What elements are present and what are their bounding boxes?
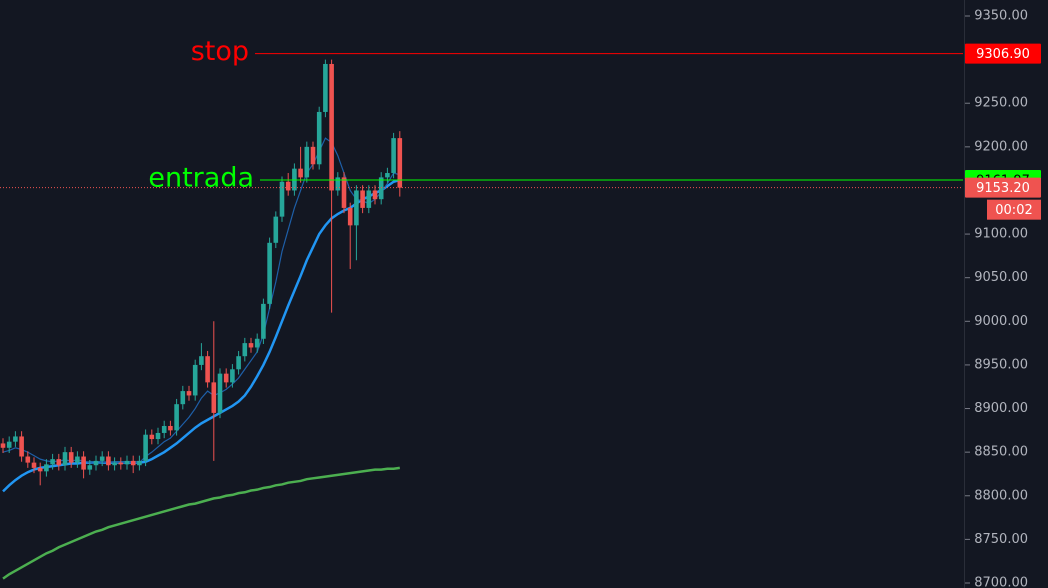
y-tick-label: 9000.00 bbox=[974, 314, 1028, 329]
candle-body bbox=[298, 168, 303, 178]
candle-body bbox=[99, 456, 105, 461]
candle-body bbox=[180, 391, 186, 405]
y-tick-label: 9250.00 bbox=[974, 96, 1028, 111]
y-tick-label: 8950.00 bbox=[974, 357, 1028, 372]
price-label-box bbox=[965, 177, 1041, 198]
candle-body bbox=[248, 343, 254, 348]
candle-body bbox=[50, 459, 55, 465]
candle-body bbox=[329, 63, 334, 191]
y-tick-label: 8750.00 bbox=[974, 532, 1028, 547]
price-label-box bbox=[965, 43, 1041, 64]
candle-body bbox=[230, 369, 235, 383]
candle-body bbox=[199, 356, 204, 365]
candle-body bbox=[391, 138, 396, 174]
candle-body bbox=[37, 467, 43, 472]
candle-body bbox=[75, 456, 80, 463]
y-tick-label: 8850.00 bbox=[974, 445, 1028, 460]
candle-body bbox=[360, 190, 365, 208]
candle-body bbox=[378, 177, 384, 200]
candle-body bbox=[155, 432, 161, 440]
candle-body bbox=[87, 465, 93, 470]
candle-body bbox=[285, 181, 291, 191]
y-tick-label: 9050.00 bbox=[974, 270, 1028, 285]
price-label: 9306.90 bbox=[976, 47, 1030, 62]
moving-average bbox=[2, 178, 401, 493]
annotation: stop bbox=[191, 36, 249, 67]
candle-body bbox=[174, 404, 179, 431]
candle-body bbox=[62, 452, 68, 466]
candle-body bbox=[186, 391, 192, 396]
candle-body bbox=[254, 338, 260, 348]
candle-body bbox=[31, 462, 37, 468]
candle-body bbox=[106, 456, 111, 466]
candle-body bbox=[385, 173, 390, 178]
moving-average bbox=[2, 466, 400, 580]
candle-body bbox=[211, 382, 217, 413]
candle-body bbox=[112, 462, 117, 466]
candle-body bbox=[335, 177, 341, 191]
candle-body bbox=[0, 443, 6, 448]
y-tick-label: 9350.00 bbox=[974, 9, 1028, 24]
y-tick-label: 9200.00 bbox=[974, 139, 1028, 154]
candle-body bbox=[93, 460, 99, 466]
candle-body bbox=[372, 190, 378, 200]
price-label: 9153.20 bbox=[976, 181, 1030, 196]
y-tick-label: 8700.00 bbox=[974, 576, 1028, 588]
candle-body bbox=[205, 356, 210, 383]
candle-body bbox=[236, 356, 241, 370]
candle-body bbox=[168, 425, 173, 431]
candle-body bbox=[223, 373, 229, 383]
candle-body bbox=[56, 459, 62, 466]
candle-body bbox=[261, 303, 266, 339]
countdown: 00:02 bbox=[995, 203, 1032, 218]
candle-body bbox=[25, 456, 31, 463]
candle-body bbox=[310, 146, 316, 165]
candle-body bbox=[124, 460, 130, 465]
candle-body bbox=[44, 464, 49, 472]
candle-body bbox=[68, 452, 74, 463]
candle-body bbox=[273, 216, 279, 243]
candle-body bbox=[347, 207, 353, 226]
candle-body bbox=[118, 462, 124, 465]
y-tick-label: 8800.00 bbox=[974, 488, 1028, 503]
y-tick-label: 8900.00 bbox=[974, 401, 1028, 416]
candle-body bbox=[397, 138, 403, 188]
candle-body bbox=[304, 146, 310, 178]
candle-body bbox=[217, 373, 223, 413]
candle-body bbox=[19, 436, 24, 457]
candle-body bbox=[341, 177, 347, 208]
candle-body bbox=[354, 190, 359, 226]
candle-body bbox=[323, 63, 328, 112]
candle-body bbox=[192, 364, 198, 396]
candle-body bbox=[161, 425, 167, 433]
candle-body bbox=[242, 343, 248, 357]
candle-body bbox=[6, 441, 12, 448]
candle-body bbox=[267, 242, 272, 304]
countdown-box bbox=[987, 199, 1041, 220]
candle-body bbox=[13, 436, 18, 442]
candle-body bbox=[137, 460, 142, 466]
candle-body bbox=[279, 181, 285, 217]
candle-body bbox=[316, 111, 322, 165]
candle-body bbox=[81, 456, 86, 470]
annotation: entrada bbox=[148, 163, 254, 194]
candle-body bbox=[149, 434, 155, 440]
candle-body bbox=[366, 190, 372, 208]
y-tick-label: 9100.00 bbox=[974, 227, 1028, 242]
candle-body bbox=[130, 460, 136, 466]
candle-body bbox=[143, 434, 148, 461]
